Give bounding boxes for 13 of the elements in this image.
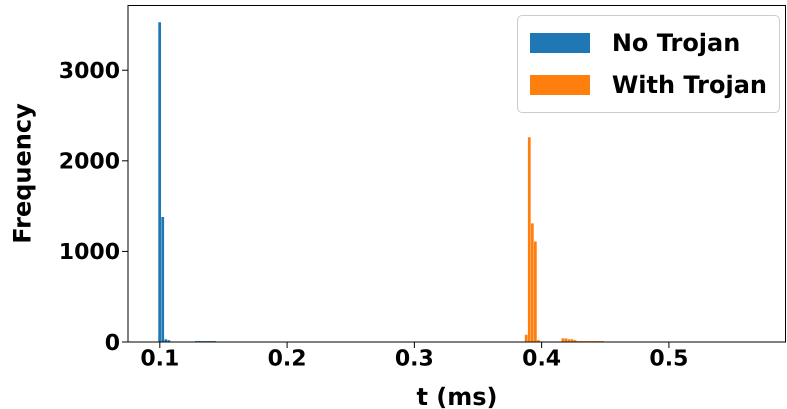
x-tick-label: 0.4 xyxy=(522,346,562,372)
y-tick-label: 0 xyxy=(104,330,120,356)
x-tick-label: 0.1 xyxy=(140,346,180,372)
legend-label: No Trojan xyxy=(612,29,740,57)
y-tick-label: 3000 xyxy=(58,59,120,84)
x-axis-title: t (ms) xyxy=(416,383,498,409)
y-tick-label: 2000 xyxy=(58,150,120,175)
y-axis-title: Frequency xyxy=(8,102,37,244)
x-tick-label: 0.5 xyxy=(649,346,688,372)
legend-label: With Trojan xyxy=(612,71,767,99)
x-tick-label: 0.3 xyxy=(394,346,434,372)
x-tick-label: 0.2 xyxy=(268,346,307,372)
y-tick-label: 1000 xyxy=(58,240,120,266)
